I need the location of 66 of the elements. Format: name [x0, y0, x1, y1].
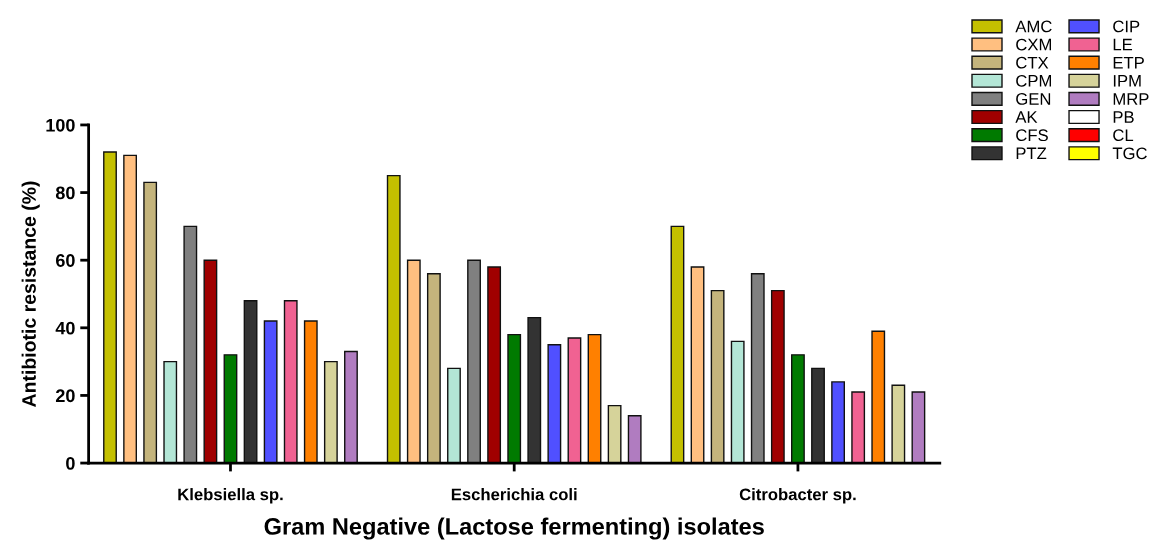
bar: [344, 350, 358, 464]
bar: [303, 320, 318, 464]
bar: [183, 225, 198, 464]
legend-label: AMC: [1015, 20, 1052, 33]
bar: [831, 381, 846, 464]
bar: [163, 360, 178, 464]
y-axis-title: Antibiotic resistance (%): [21, 181, 40, 407]
bar: [243, 300, 258, 464]
legend-label: MRP: [1113, 93, 1149, 105]
legend-label: PTZ: [1016, 147, 1047, 160]
bar: [467, 259, 481, 464]
legend-label: CIP: [1113, 20, 1140, 33]
bar: [851, 391, 866, 464]
bar: [283, 300, 298, 464]
bar: [710, 289, 725, 464]
bar: [447, 367, 461, 464]
bar: [911, 391, 926, 464]
x-tick-label: Klebsiella sp.: [178, 488, 283, 504]
bar: [730, 340, 745, 464]
bar: [607, 404, 622, 464]
bar: [323, 360, 338, 464]
bar: [871, 330, 886, 464]
x-tick-label: Escherichia coli: [451, 488, 577, 501]
bar: [627, 415, 642, 464]
bar: [487, 266, 502, 464]
bar: [567, 337, 582, 464]
bar: [203, 259, 218, 464]
bar: [587, 333, 602, 464]
bar: [811, 367, 825, 464]
bar: [750, 273, 765, 464]
legend-label: GEN: [1016, 93, 1051, 105]
y-tick-label: 40: [55, 321, 75, 335]
legend-label: PB: [1113, 111, 1134, 123]
bar: [263, 320, 278, 464]
y-tick-label: 20: [55, 389, 75, 403]
bar: [123, 154, 138, 464]
y-tick-label: 100: [46, 118, 75, 132]
bar: [690, 266, 705, 464]
y-tick-label: 60: [56, 254, 75, 267]
bar: [103, 151, 117, 464]
bar: [527, 316, 542, 464]
bar: [406, 259, 421, 464]
bar: [223, 354, 238, 464]
bar: [386, 174, 401, 464]
bar: [670, 225, 685, 464]
legend-label: CTX: [1016, 56, 1049, 69]
legend-label: ETP: [1113, 56, 1144, 69]
y-tick-label: 0: [66, 456, 75, 470]
bar: [547, 344, 562, 464]
legend-label: CXM: [1016, 38, 1051, 51]
legend-label: AK: [1015, 111, 1038, 123]
x-tick-label: Citrobacter sp.: [739, 488, 856, 504]
bar: [143, 181, 158, 464]
y-tick-label: 80: [55, 186, 75, 200]
bar: [891, 384, 906, 464]
legend-label: CPM: [1016, 74, 1051, 87]
legend-label: CFS: [1016, 129, 1048, 142]
legend-label: IPM: [1113, 75, 1141, 87]
bar: [426, 273, 441, 464]
bar: [770, 289, 785, 464]
bar: [507, 333, 522, 464]
x-axis-title: Gram Negative (Lactose fermenting) isolates: [264, 517, 764, 540]
legend-label: LE: [1113, 38, 1133, 51]
legend-label: CL: [1113, 129, 1134, 142]
bar: [791, 354, 805, 464]
legend-label: TGC: [1112, 147, 1147, 160]
